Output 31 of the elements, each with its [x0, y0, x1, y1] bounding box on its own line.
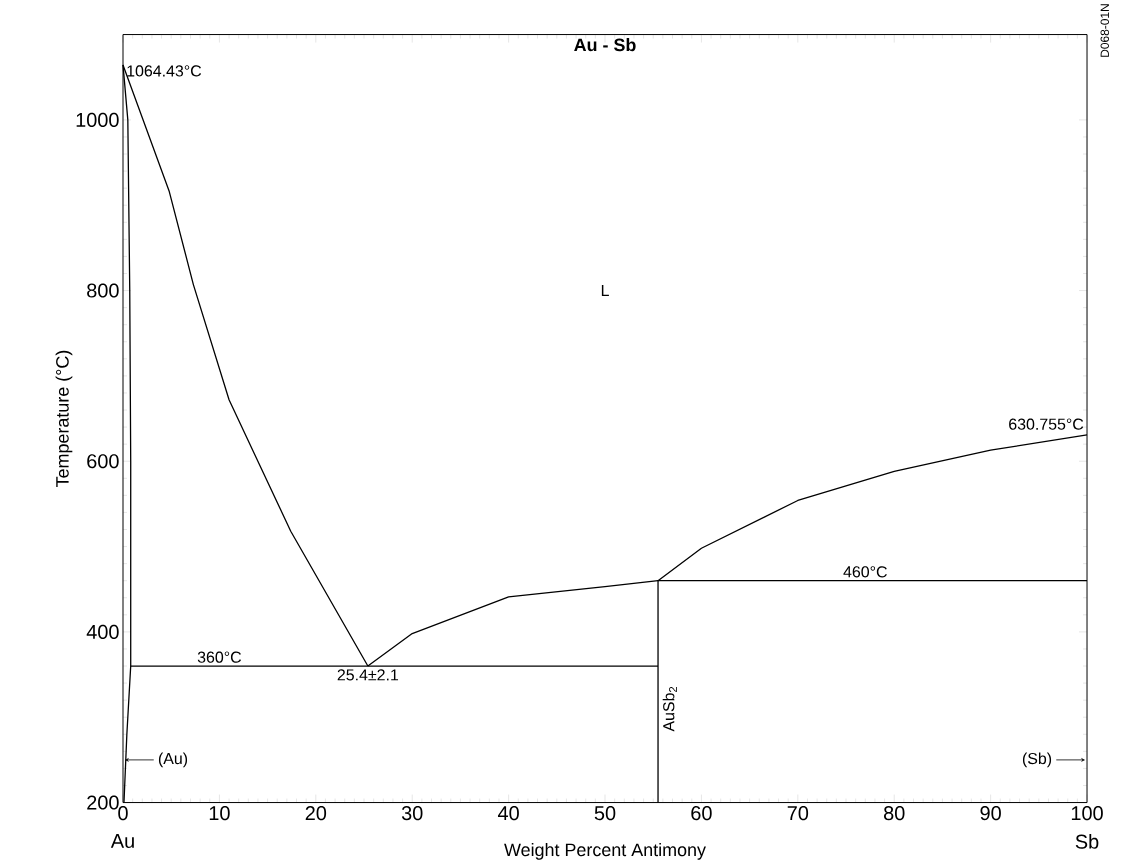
annotation: (Sb) — [1022, 752, 1052, 768]
x-tick-label: 10 — [209, 806, 230, 821]
text: Au — [110, 834, 134, 848]
annotation: 630.755°C — [1009, 418, 1084, 430]
annotation: (Au) — [158, 752, 188, 768]
x-tick-label: 50 — [594, 806, 616, 821]
y-tick-label: 800 — [87, 283, 119, 298]
x-tick-label: 30 — [401, 806, 423, 821]
y-tick-label: 1000 — [76, 112, 119, 127]
annotation: 360°C — [197, 651, 242, 663]
text: D068-01N — [1100, 4, 1109, 57]
x-tick-label: 60 — [691, 806, 712, 821]
x-tick-label: 80 — [883, 806, 905, 821]
y-tick-label: 600 — [87, 454, 119, 469]
chart-title: Au - Sb — [574, 38, 636, 52]
text: Sb — [1075, 834, 1099, 849]
y-tick-label: 400 — [86, 624, 119, 639]
annotation: 460°C — [843, 566, 887, 578]
y-tick-label: 200 — [87, 795, 119, 810]
x-tick-label: 0 — [118, 806, 128, 821]
x-tick-label: 70 — [787, 806, 809, 821]
y-axis-title: Temperature (°C) — [55, 350, 73, 487]
x-tick-label: 40 — [497, 806, 519, 821]
x-axis-title: Weight Percent Antimony — [504, 842, 706, 860]
x-tick-label: 90 — [980, 806, 1001, 821]
x-tick-label: 100 — [1071, 806, 1103, 821]
annotation: AuSb$_{2}$ — [662, 686, 677, 732]
annotation: L — [601, 285, 609, 297]
annotation: 25.4±2.1 — [337, 669, 399, 681]
x-tick-label: 20 — [305, 806, 327, 821]
annotation: 1064.43°C — [127, 65, 202, 77]
